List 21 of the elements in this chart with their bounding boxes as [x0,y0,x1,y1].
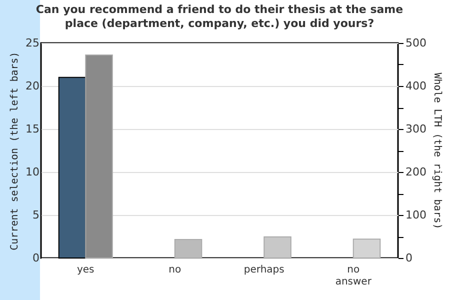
y-tick-label: 5 [32,208,40,222]
y-tick-label: 10 [26,166,40,178]
y-tick-label: 0 [32,252,40,264]
y2-axis-title: Whole LTH (the right bars) [431,72,442,230]
x-tick-label: no answer [335,264,372,288]
y2-tick-label: 400 [406,80,426,92]
y2-tick-label: 0 [406,252,412,264]
x-tick-label: no [168,264,182,276]
y-tick-label: 20 [26,80,40,92]
y2-tick-label: 200 [406,166,426,178]
y2-tick-label: 100 [406,208,426,222]
y-axis-title: Current selection (the left bars) [10,52,21,250]
y2-tick-label: 300 [406,122,426,136]
bar [174,239,202,258]
y2-tick-label: 500 [406,36,426,50]
x-tick-label: yes [76,264,94,276]
y-tick-label: 15 [26,122,40,136]
bar [264,236,292,258]
chart-title: Can you recommend a friend to do their thesis at the same place (department, company, etc.) you did yours? [36,3,404,30]
x-tick-label: perhaps [244,264,284,276]
y-tick-label: 25 [26,36,40,50]
